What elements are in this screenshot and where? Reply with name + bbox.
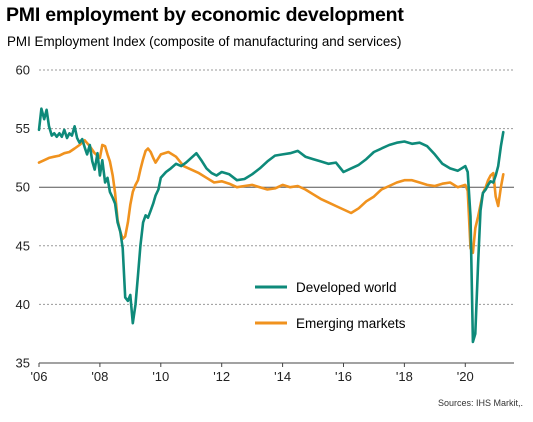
source-note: Sources: IHS Markit,.: [437, 398, 523, 408]
series-line-emerging-markets: [37, 139, 505, 255]
x-tick-label: '08: [91, 369, 108, 384]
y-tick-label: 45: [16, 238, 30, 253]
y-tick-label: 40: [16, 297, 30, 312]
y-tick-label: 55: [16, 121, 30, 136]
legend-label: Developed world: [296, 280, 397, 295]
x-tick-label: '12: [213, 369, 230, 384]
y-tick-label: 60: [16, 63, 30, 78]
x-tick-label: '10: [152, 369, 169, 384]
x-tick-label: '18: [396, 369, 413, 384]
chart-title: PMI employment by economic development: [6, 4, 404, 26]
y-tick-label: 35: [16, 356, 30, 371]
y-tick-label: 50: [16, 180, 30, 195]
x-tick-label: '20: [457, 369, 474, 384]
x-tick-label: '06: [31, 369, 48, 384]
x-tick-label: '14: [274, 369, 291, 384]
x-tick-label: '16: [335, 369, 352, 384]
chart-subtitle: PMI Employment Index (composite of manuf…: [7, 34, 402, 49]
legend-label: Emerging markets: [296, 316, 406, 331]
series-line-developed-world: [37, 107, 505, 344]
